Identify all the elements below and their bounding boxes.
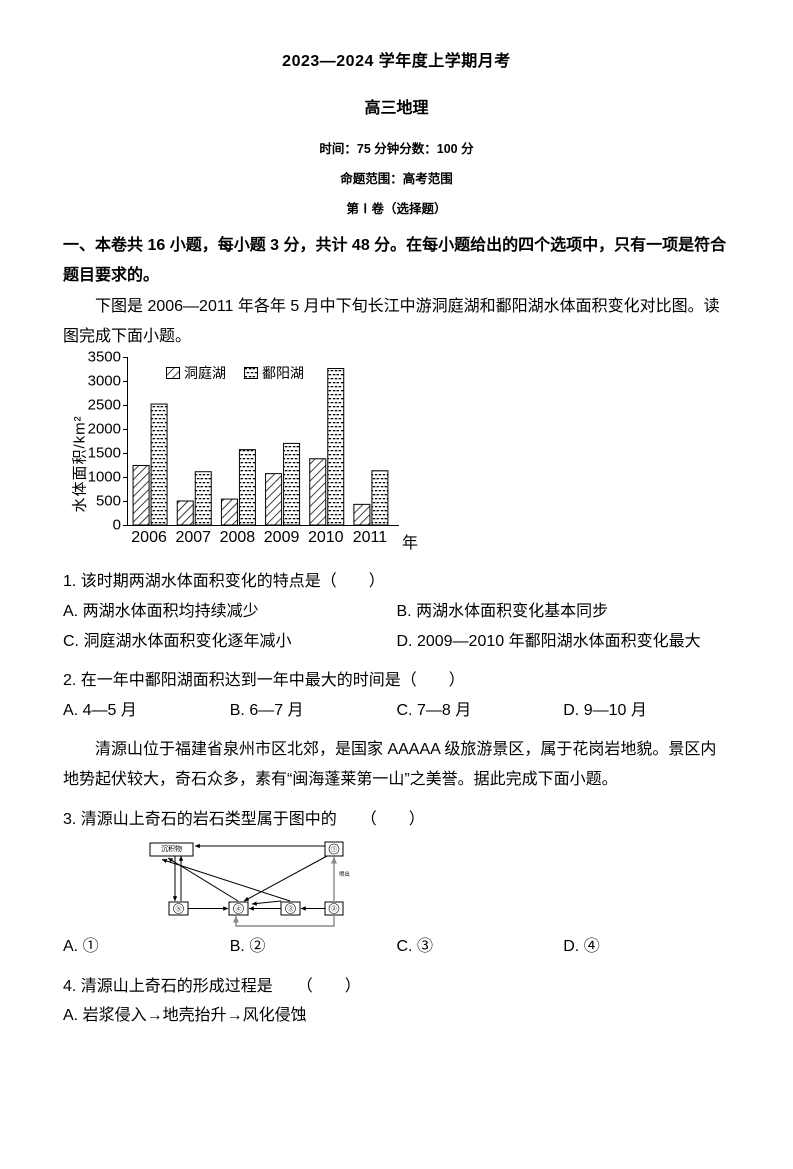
svg-text:喷出: 喷出 — [339, 870, 350, 878]
svg-text:②: ② — [331, 905, 337, 913]
svg-text:①: ① — [331, 845, 337, 853]
svg-text:沉积物: 沉积物 — [161, 844, 182, 853]
svg-text:④: ④ — [235, 905, 241, 913]
svg-text:③: ③ — [287, 905, 293, 913]
svg-text:⑤: ⑤ — [175, 905, 181, 913]
